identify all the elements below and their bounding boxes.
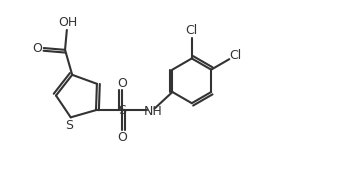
Text: OH: OH — [58, 16, 77, 29]
Text: O: O — [32, 42, 42, 55]
Text: S: S — [118, 104, 126, 117]
Text: S: S — [65, 119, 73, 132]
Text: Cl: Cl — [186, 24, 198, 37]
Text: O: O — [117, 131, 127, 144]
Text: O: O — [117, 77, 127, 90]
Text: NH: NH — [144, 105, 163, 118]
Text: Cl: Cl — [229, 49, 242, 62]
